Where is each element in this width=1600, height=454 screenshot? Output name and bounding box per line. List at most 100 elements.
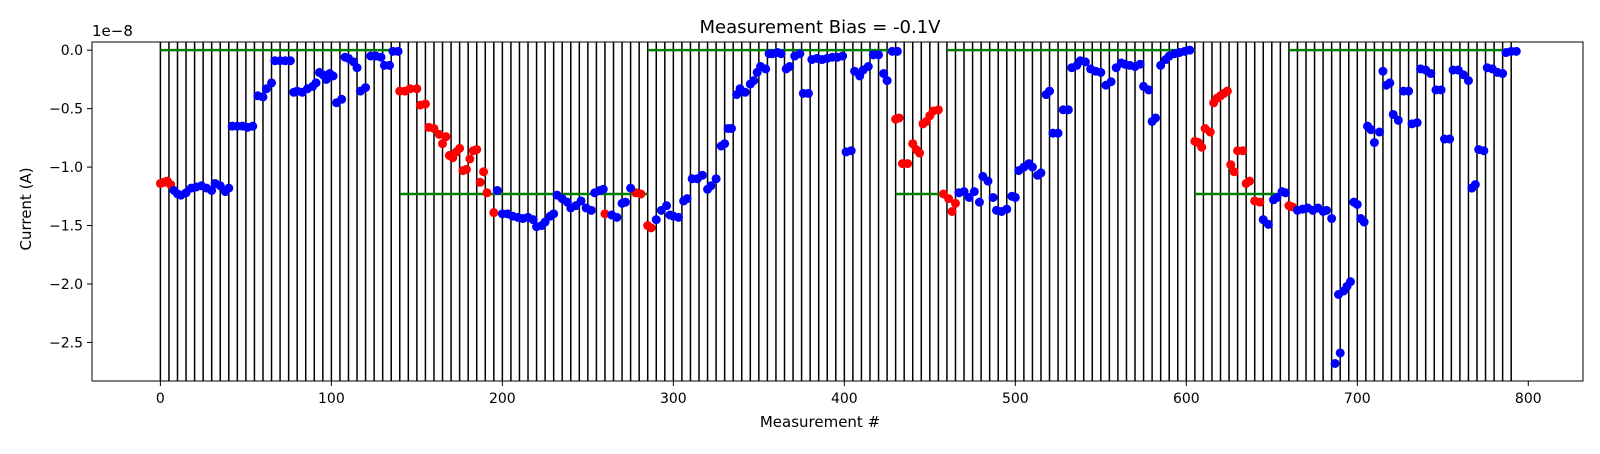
blue-point [1445,134,1455,144]
red-point [1238,146,1248,156]
blue-point [785,62,795,72]
red-point [455,143,465,153]
blue-point [1144,85,1154,95]
blue-point [711,174,721,184]
blue-point [576,196,586,206]
blue-point [882,76,892,86]
blue-point [964,192,974,202]
red-point [1222,86,1232,96]
blue-point [258,92,268,102]
red-point [405,84,415,94]
blue-point [285,56,295,66]
blue-point [1511,46,1521,56]
red-point [461,164,471,174]
blue-point [352,63,362,73]
x-tick-label: 400 [831,391,858,407]
blue-point [549,209,559,219]
blue-point [1426,69,1436,79]
red-point [1229,167,1239,177]
y-axis-label: Current (A) [17,167,35,250]
y-tick-label: −1.5 [49,219,83,235]
blue-point [706,181,716,191]
red-point [475,177,485,187]
x-tick-label: 0 [156,391,165,407]
blue-point [261,84,271,94]
blue-point [1053,128,1063,138]
blue-point [1393,115,1403,125]
y-tick-label: −0.5 [49,102,83,118]
blue-point [740,87,750,97]
blue-point [248,121,258,131]
red-point [412,84,422,94]
blue-point [492,185,502,195]
blue-point [1330,358,1340,368]
blue-point [1106,77,1116,87]
blue-point [803,88,813,98]
blue-point [1327,214,1337,224]
blue-point [1378,66,1388,76]
blue-point [1366,125,1376,135]
blue-point [988,192,998,202]
red-point [600,209,610,219]
blue-point [673,212,683,222]
blue-point [726,124,736,134]
blue-point [682,194,692,204]
blue-point [1463,76,1473,86]
blue-point [586,205,596,215]
x-tick-label: 300 [660,391,687,407]
red-point [894,113,904,123]
blue-point [1156,60,1166,70]
red-point [933,105,943,115]
red-point [915,148,925,158]
blue-point [1385,78,1395,88]
red-point [1205,127,1215,137]
blue-point [1369,138,1379,148]
red-point [646,223,656,233]
blue-point [328,71,338,81]
blue-point [1185,45,1195,55]
red-point [429,124,439,134]
red-point [479,167,489,177]
blue-point [1458,70,1468,80]
blue-point [1352,199,1362,209]
blue-point [761,64,771,74]
blue-point [1263,219,1273,229]
red-point [636,189,646,199]
blue-point [1135,59,1145,69]
blue-point [1335,348,1345,358]
y-tick-label: −1.0 [49,160,83,176]
vertical-lines-layer [159,42,1512,381]
blue-point [1470,180,1480,190]
red-point [472,145,482,155]
blue-point [662,201,672,211]
blue-point [1404,86,1414,96]
blue-point [626,183,636,193]
blue-point [776,49,786,59]
blue-point [393,46,403,56]
blue-point [361,83,371,93]
blue-point [385,60,395,70]
blue-point [1036,168,1046,178]
blue-point [879,69,889,79]
x-tick-label: 200 [489,391,516,407]
blue-point [620,197,630,207]
axes-frame [91,41,1584,382]
blue-point [207,185,217,195]
blue-point [1498,69,1508,79]
red-point [1197,142,1207,152]
red-point [489,208,499,218]
blue-point [1080,57,1090,67]
red-point [438,139,448,149]
blue-point [1479,146,1489,156]
blue-point [749,76,759,86]
blue-point [1002,204,1012,214]
x-tick-label: 100 [318,391,345,407]
red-point [1226,160,1236,170]
blue-point [1359,217,1369,227]
red-point [903,159,913,169]
y-tick-label: −2.0 [49,277,83,293]
blue-point [1063,105,1073,115]
blue-point [892,46,902,56]
blue-point [720,139,730,149]
